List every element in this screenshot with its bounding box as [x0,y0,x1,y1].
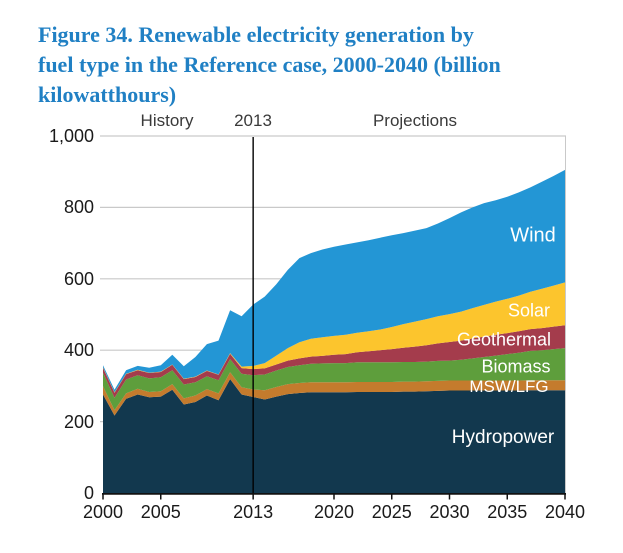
area-msw-lfg [103,372,565,416]
x-tick-label: 2000 [82,502,124,522]
area-hydropower [103,379,565,493]
y-tick-label: 1,000 [48,126,94,146]
history-region-label: History [140,111,194,130]
area-geothermal [103,325,565,398]
series-label-wind: Wind [510,224,556,247]
x-tick-label: 2025 [371,502,412,522]
area-wind [103,169,565,393]
figure-title-line-2: fuel type in the Reference case, 2000-20… [38,52,501,77]
x-tick-label: 2030 [429,502,470,522]
x-axis [102,492,566,500]
figure-title-line-3: kilowatthours) [38,82,177,107]
x-tick-label: 2013 [233,502,274,522]
y-tick-label: 600 [63,268,94,289]
series-label-msw-lfg: MSW/LFG [469,377,549,396]
projections-region-label: Projections [372,111,458,130]
series-label-solar: Solar [507,300,551,321]
y-tick-label: 800 [63,197,94,218]
area-biomass [103,348,565,411]
x-tick-label: 2035 [487,502,528,522]
y-tick-label: 0 [83,483,94,503]
divider-year-label: 2013 [234,111,272,130]
figure-title-line-1: Figure 34. Renewable electricity generat… [38,22,474,47]
area-solar [103,282,565,393]
x-tick-label: 2005 [140,502,181,522]
x-tick-label: 2040 [544,502,586,522]
series-label-hydropower: Hydropower [451,427,555,448]
y-tick-label: 400 [63,340,94,361]
figure-title: Figure 34. Renewable electricity generat… [38,20,583,110]
areas [103,169,565,493]
series-label-biomass: Biomass [481,356,551,377]
x-tick-label: 2020 [313,502,355,522]
series-label-geothermal: Geothermal [456,329,552,350]
y-tick-label: 200 [63,411,94,432]
